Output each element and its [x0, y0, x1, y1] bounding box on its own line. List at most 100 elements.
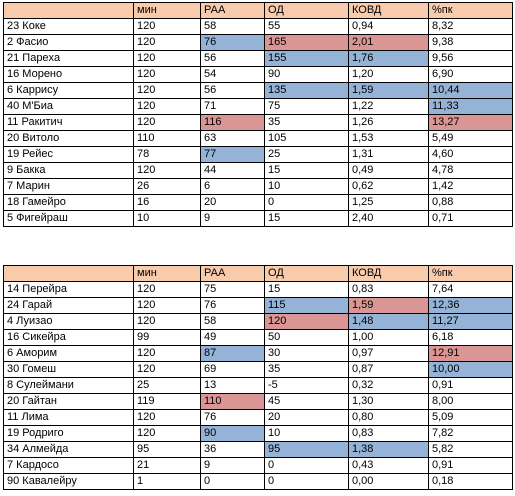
cell-minutes: 10 — [133, 210, 201, 227]
cell-od: 15 — [264, 281, 349, 298]
cell-kovd: 0,94 — [348, 18, 429, 35]
cell-raa: 6 — [200, 178, 265, 195]
table-row: 5 Фигейраш 10 9 15 2,40 0,71 — [3, 210, 513, 227]
stats-table-2-body: мин РАА ОД КОВД %пк 14 Перейра 120 75 15 0,83 7,64… — [3, 265, 513, 490]
cell-pk: 7,82 — [428, 425, 513, 442]
cell-minutes: 120 — [133, 82, 201, 99]
cell-raa: 71 — [200, 98, 265, 115]
table-row: 11 Ракитич 120 116 35 1,26 13,27 — [3, 114, 513, 131]
stats-table-2: мин РАА ОД КОВД %пк 14 Перейра 120 75 15 0,83 7,64… — [3, 265, 513, 490]
cell-minutes: 25 — [133, 377, 201, 394]
cell-kovd: 0,80 — [348, 409, 429, 426]
cell-od: 135 — [264, 82, 349, 99]
cell-minutes: 95 — [133, 441, 201, 458]
cell-od: 115 — [264, 297, 349, 314]
cell-player: 11 Ракитич — [3, 114, 134, 131]
header-cell-player — [3, 2, 134, 19]
cell-raa: 20 — [200, 194, 265, 211]
cell-raa: 69 — [200, 361, 265, 378]
cell-raa: 54 — [200, 66, 265, 83]
cell-raa: 44 — [200, 162, 265, 179]
table-row: 7 Кардосо 21 9 0 0,43 0,91 — [3, 457, 513, 474]
cell-od: 35 — [264, 114, 349, 131]
cell-raa: 56 — [200, 82, 265, 99]
cell-pk: 13,27 — [428, 114, 513, 131]
cell-raa: 0 — [200, 473, 265, 490]
cell-kovd: 2,40 — [348, 210, 429, 227]
cell-od: 75 — [264, 98, 349, 115]
cell-od: 155 — [264, 50, 349, 67]
cell-pk: 5,49 — [428, 130, 513, 147]
cell-minutes: 120 — [133, 409, 201, 426]
table-row: 9 Бакка 120 44 15 0,49 4,78 — [3, 162, 513, 179]
cell-minutes: 78 — [133, 146, 201, 163]
header-cell-pk: %пк — [428, 265, 513, 282]
cell-pk: 6,90 — [428, 66, 513, 83]
cell-player: 20 Витоло — [3, 130, 134, 147]
cell-pk: 0,91 — [428, 457, 513, 474]
cell-minutes: 1 — [133, 473, 201, 490]
cell-raa: 63 — [200, 130, 265, 147]
cell-minutes: 120 — [133, 425, 201, 442]
table-row: 90 Кавалейру 1 0 0 0,00 0,18 — [3, 473, 513, 490]
header-cell-raa: РАА — [200, 2, 265, 19]
cell-od: 0 — [264, 473, 349, 490]
table-row: 16 Морено 120 54 90 1,20 6,90 — [3, 66, 513, 83]
cell-pk: 7,64 — [428, 281, 513, 298]
cell-minutes: 119 — [133, 393, 201, 410]
cell-player: 20 Гайтан — [3, 393, 134, 410]
table-row: 14 Перейра 120 75 15 0,83 7,64 — [3, 281, 513, 298]
header-cell-kovd: КОВД — [348, 2, 429, 19]
cell-kovd: 0,49 — [348, 162, 429, 179]
cell-player: 90 Кавалейру — [3, 473, 134, 490]
cell-minutes: 120 — [133, 162, 201, 179]
cell-player: 19 Родриго — [3, 425, 134, 442]
cell-kovd: 1,31 — [348, 146, 429, 163]
cell-raa: 9 — [200, 457, 265, 474]
cell-pk: 10,44 — [428, 82, 513, 99]
header-row: мин РАА ОД КОВД %пк — [3, 265, 513, 282]
cell-player: 16 Морено — [3, 66, 134, 83]
cell-od: 15 — [264, 162, 349, 179]
cell-raa: 13 — [200, 377, 265, 394]
table-row: 34 Алмейда 95 36 95 1,38 5,82 — [3, 441, 513, 458]
cell-minutes: 120 — [133, 361, 201, 378]
cell-pk: 9,56 — [428, 50, 513, 67]
cell-pk: 9,38 — [428, 34, 513, 51]
table-row: 16 Сикейра 99 49 50 1,00 6,18 — [3, 329, 513, 346]
cell-pk: 0,91 — [428, 377, 513, 394]
cell-od: 0 — [264, 457, 349, 474]
cell-od: 165 — [264, 34, 349, 51]
cell-pk: 11,33 — [428, 98, 513, 115]
table-row: 20 Гайтан 119 110 45 1,30 8,00 — [3, 393, 513, 410]
cell-raa: 76 — [200, 34, 265, 51]
table-row: 6 Каррису 120 56 135 1,59 10,44 — [3, 82, 513, 99]
cell-pk: 0,18 — [428, 473, 513, 490]
cell-player: 34 Алмейда — [3, 441, 134, 458]
cell-player: 19 Рейес — [3, 146, 134, 163]
cell-player: 21 Парexa — [3, 50, 134, 67]
cell-player: 23 Коке — [3, 18, 134, 35]
cell-kovd: 1,48 — [348, 313, 429, 330]
cell-kovd: 0,62 — [348, 178, 429, 195]
cell-od: 55 — [264, 18, 349, 35]
cell-raa: 77 — [200, 146, 265, 163]
header-cell-od: ОД — [264, 2, 349, 19]
cell-od: 15 — [264, 210, 349, 227]
header-cell-minutes: мин — [133, 2, 201, 19]
cell-raa: 9 — [200, 210, 265, 227]
stats-table-1-body: мин РАА ОД КОВД %пк 23 Коке 120 58 55 0,94 8,32 2 Ф… — [3, 2, 513, 227]
cell-pk: 4,60 — [428, 146, 513, 163]
cell-kovd: 1,38 — [348, 441, 429, 458]
cell-player: 40 М'Биа — [3, 98, 134, 115]
cell-pk: 10,00 — [428, 361, 513, 378]
cell-raa: 36 — [200, 441, 265, 458]
table-row: 23 Коке 120 58 55 0,94 8,32 — [3, 18, 513, 35]
cell-kovd: 0,83 — [348, 425, 429, 442]
cell-minutes: 26 — [133, 178, 201, 195]
cell-od: 105 — [264, 130, 349, 147]
cell-od: 90 — [264, 66, 349, 83]
cell-minutes: 120 — [133, 50, 201, 67]
cell-minutes: 120 — [133, 297, 201, 314]
table-row: 19 Рейес 78 77 25 1,31 4,60 — [3, 146, 513, 163]
